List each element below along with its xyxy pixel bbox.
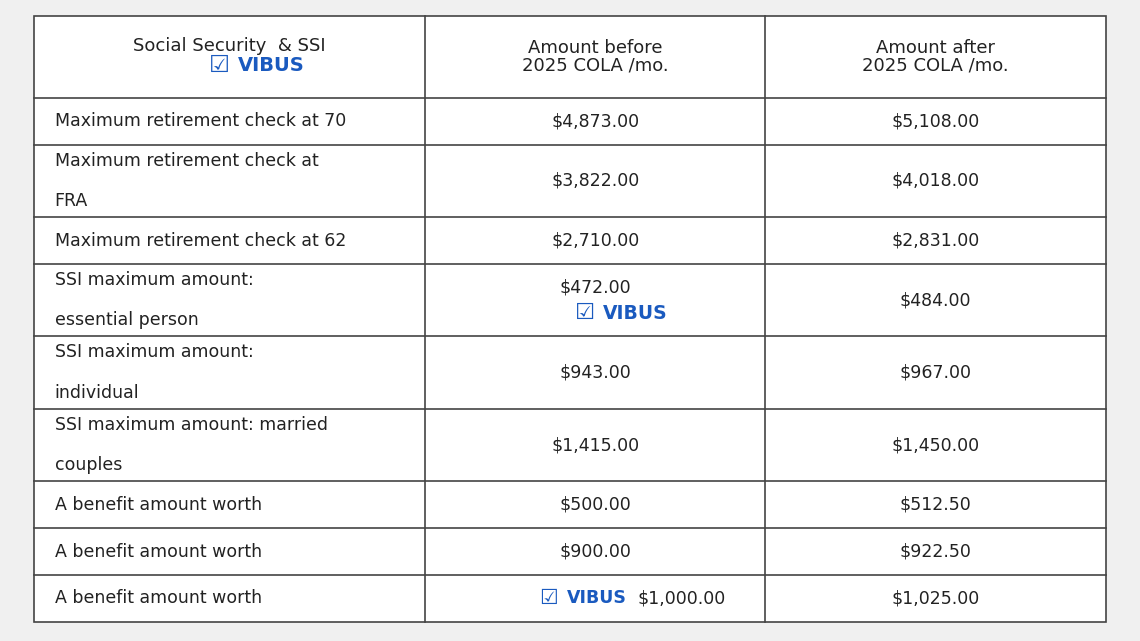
- Text: VIBUS: VIBUS: [567, 589, 627, 608]
- Text: $1,415.00: $1,415.00: [551, 436, 640, 454]
- Text: $500.00: $500.00: [560, 496, 632, 514]
- Text: $4,018.00: $4,018.00: [891, 172, 979, 190]
- Text: $5,108.00: $5,108.00: [891, 112, 979, 130]
- Text: Amount after: Amount after: [876, 39, 995, 57]
- Text: 2025 COLA /mo.: 2025 COLA /mo.: [862, 57, 1009, 75]
- Text: Maximum retirement check at 62: Maximum retirement check at 62: [55, 231, 347, 249]
- Text: $900.00: $900.00: [560, 542, 632, 561]
- Text: VIBUS: VIBUS: [238, 56, 304, 74]
- Text: $2,831.00: $2,831.00: [891, 231, 979, 249]
- Text: $1,025.00: $1,025.00: [891, 589, 979, 608]
- Text: $512.50: $512.50: [899, 496, 971, 514]
- Text: Amount before: Amount before: [528, 39, 662, 57]
- Text: $967.00: $967.00: [899, 363, 971, 381]
- Text: A benefit amount worth: A benefit amount worth: [55, 542, 262, 561]
- Text: ☑: ☑: [575, 303, 595, 323]
- Text: SSI maximum amount: married: SSI maximum amount: married: [55, 416, 327, 434]
- Text: Maximum retirement check at: Maximum retirement check at: [55, 152, 318, 170]
- Text: $2,710.00: $2,710.00: [551, 231, 640, 249]
- Text: $922.50: $922.50: [899, 542, 971, 561]
- Text: SSI maximum amount:: SSI maximum amount:: [55, 344, 253, 362]
- Text: $3,822.00: $3,822.00: [551, 172, 640, 190]
- Text: VIBUS: VIBUS: [603, 304, 668, 322]
- Text: A benefit amount worth: A benefit amount worth: [55, 589, 262, 608]
- Text: $1,000.00: $1,000.00: [637, 589, 726, 608]
- Text: $472.00: $472.00: [560, 278, 632, 296]
- Text: Social Security  & SSI: Social Security & SSI: [133, 37, 326, 55]
- Text: individual: individual: [55, 384, 139, 402]
- Text: couples: couples: [55, 456, 122, 474]
- Text: A benefit amount worth: A benefit amount worth: [55, 496, 262, 514]
- Text: $1,450.00: $1,450.00: [891, 436, 979, 454]
- Text: ☑: ☑: [539, 588, 557, 608]
- Text: $4,873.00: $4,873.00: [551, 112, 640, 130]
- Text: 2025 COLA /mo.: 2025 COLA /mo.: [522, 57, 668, 75]
- Text: ☑: ☑: [209, 54, 230, 76]
- Text: $484.00: $484.00: [899, 291, 971, 309]
- Text: FRA: FRA: [55, 192, 88, 210]
- Text: SSI maximum amount:: SSI maximum amount:: [55, 271, 253, 289]
- Text: essential person: essential person: [55, 312, 198, 329]
- Text: $943.00: $943.00: [560, 363, 632, 381]
- Text: Maximum retirement check at 70: Maximum retirement check at 70: [55, 112, 345, 130]
